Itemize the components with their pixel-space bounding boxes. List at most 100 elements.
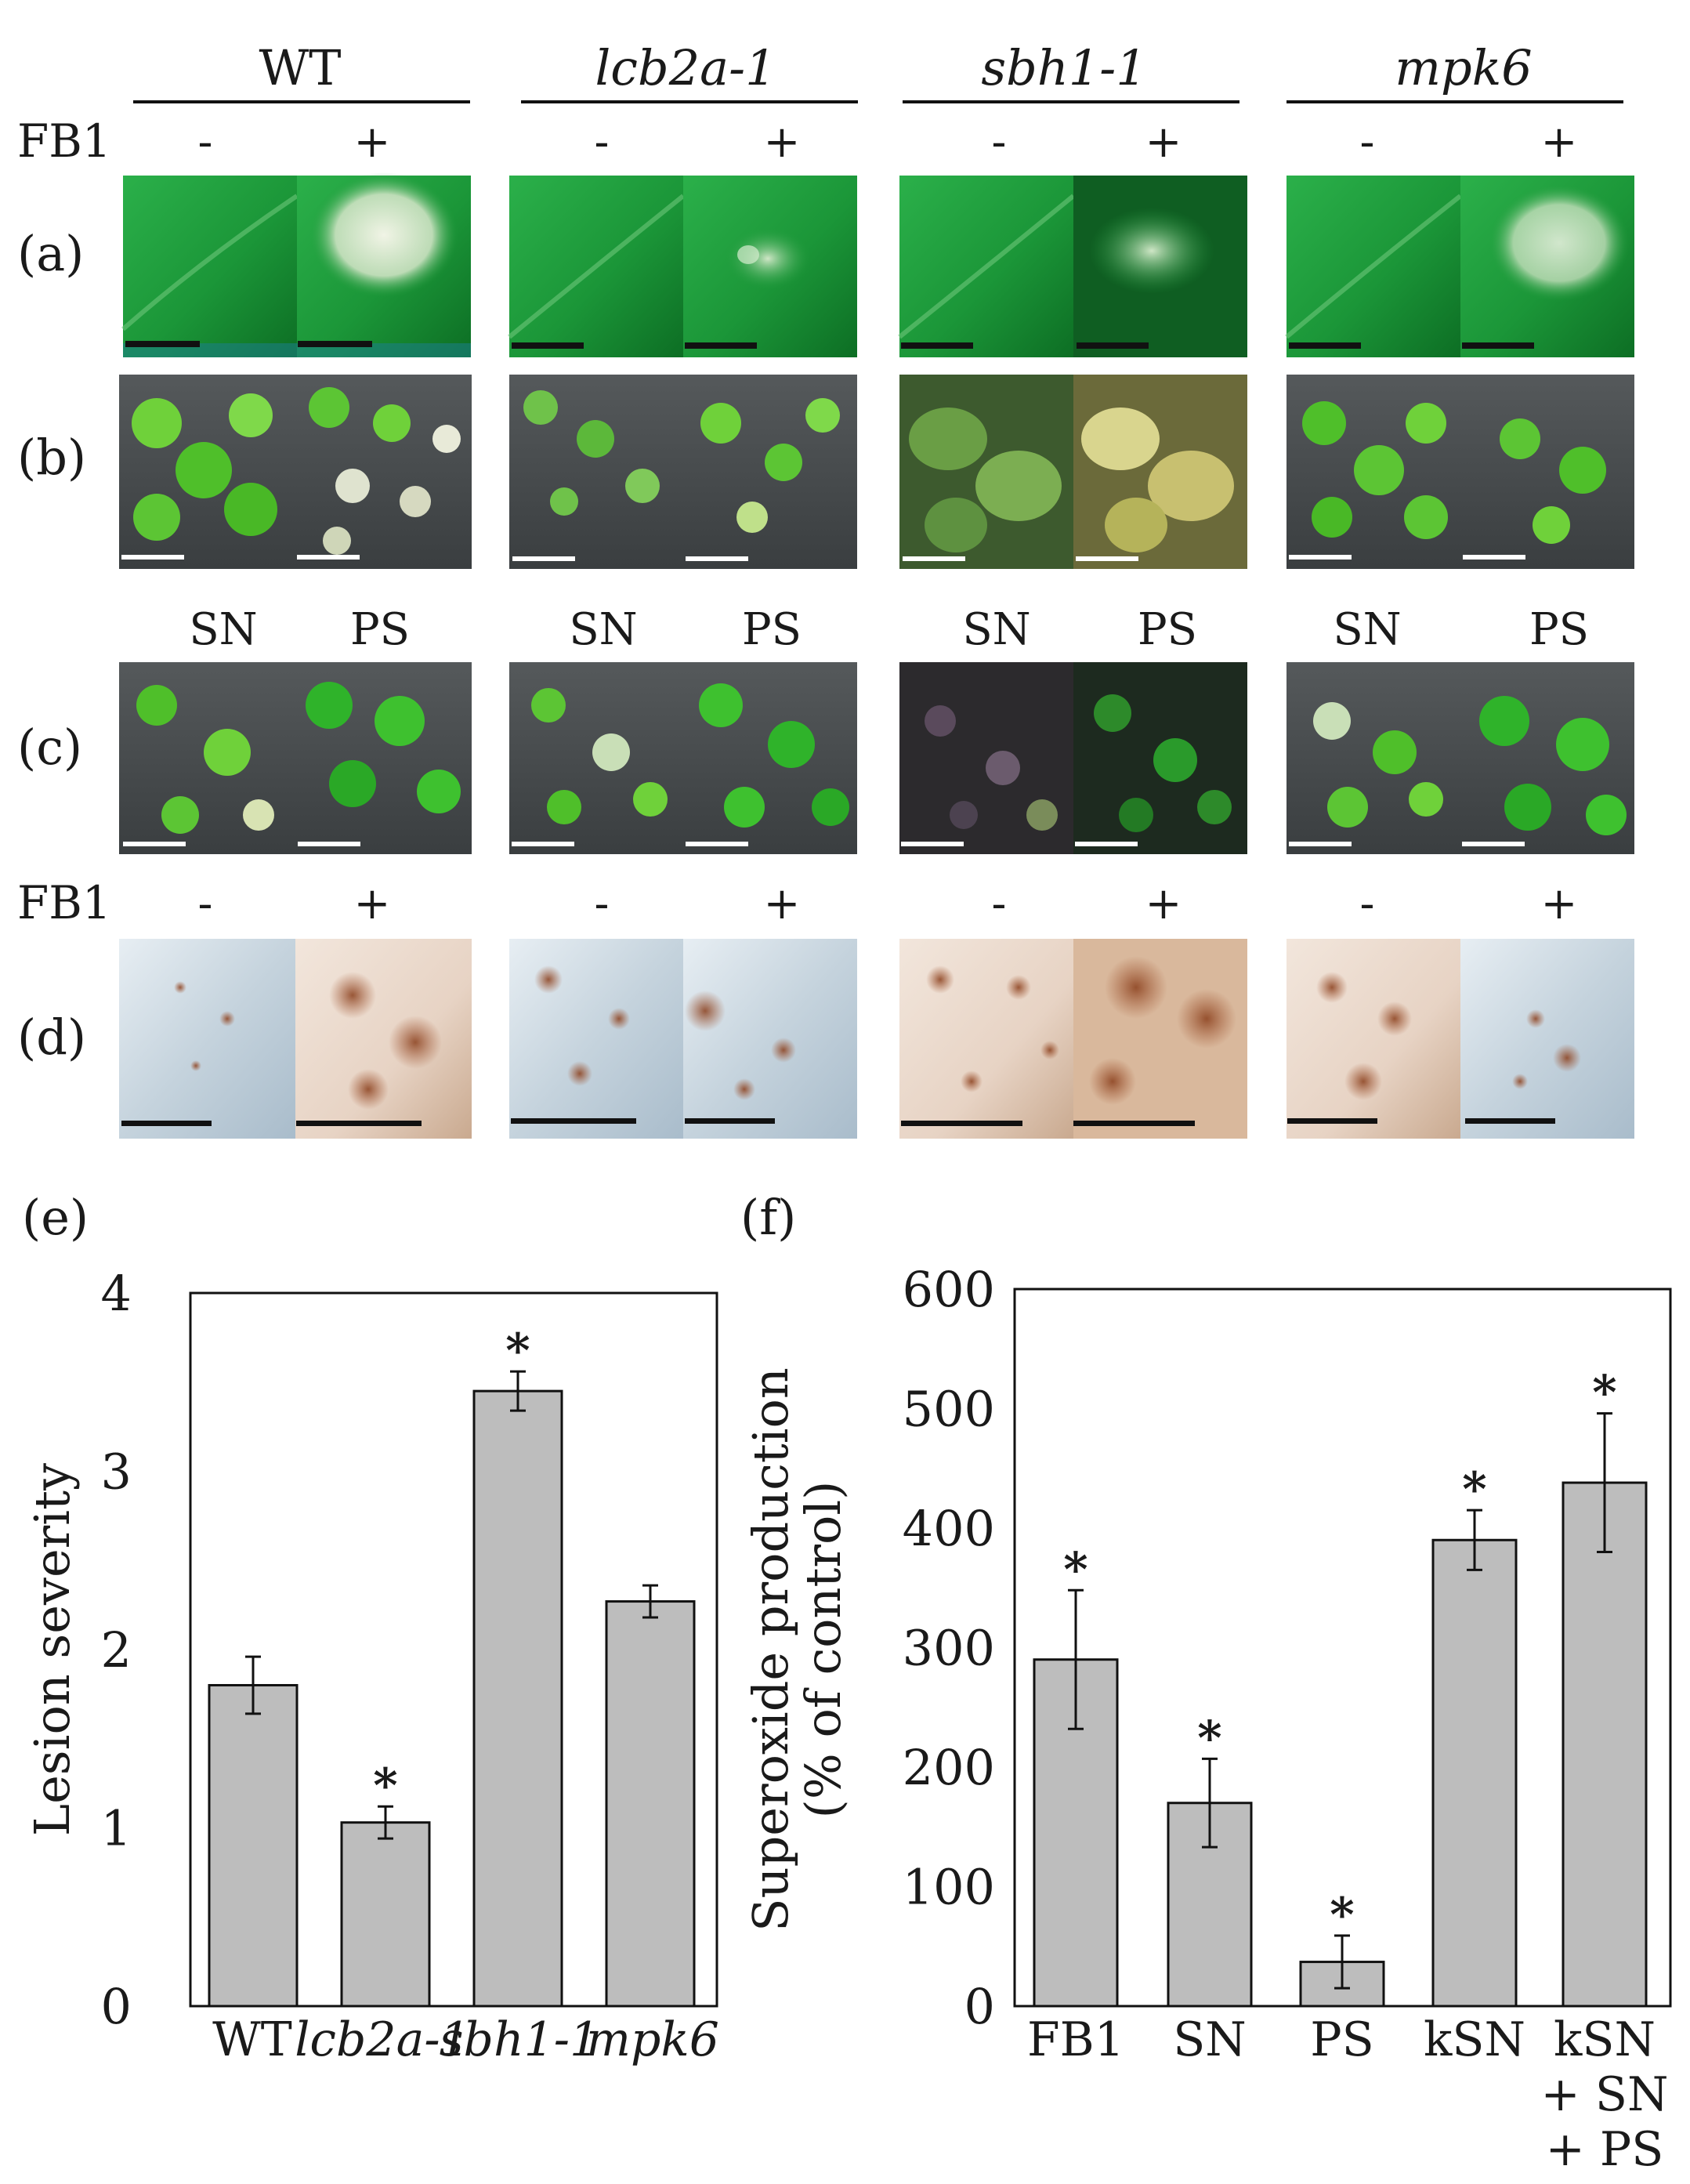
e-y-tick-label: 4 bbox=[101, 1265, 132, 1322]
chart-e-bars: ** bbox=[208, 1324, 696, 2008]
photo-b-mpk6-minus bbox=[1286, 375, 1460, 569]
e-x-tick-label: sbh1-1 bbox=[440, 2012, 599, 2067]
fb1-minus-mpk6: - bbox=[1360, 117, 1375, 168]
f-significance-marker: * bbox=[1197, 1711, 1221, 1766]
f-y-tick-label: 300 bbox=[903, 1620, 995, 1677]
scale-bar bbox=[296, 1121, 422, 1126]
e-significance-marker: * bbox=[505, 1324, 530, 1378]
f-significance-marker: * bbox=[1592, 1366, 1616, 1421]
scale-bar bbox=[512, 556, 575, 561]
photo-d-mpk6-plus bbox=[1460, 939, 1634, 1139]
scale-bar bbox=[123, 842, 186, 846]
scale-bar bbox=[1077, 342, 1149, 349]
photo-c-lcb2a-1-sn bbox=[509, 662, 683, 854]
photo-a-mpk6-plus bbox=[1460, 176, 1634, 357]
panel-label-f: (f) bbox=[740, 1189, 796, 1246]
f-significance-marker: * bbox=[1330, 1888, 1354, 1943]
f-y-tick-label: 600 bbox=[903, 1261, 995, 1318]
photo-b-lcb2a-1-minus bbox=[509, 375, 683, 569]
photo-b-lcb2a-1-plus bbox=[683, 375, 857, 569]
e-x-tick-label: WT bbox=[212, 2012, 292, 2067]
scale-bar bbox=[121, 555, 184, 560]
scale-bar bbox=[1462, 342, 1534, 349]
scale-bar bbox=[685, 342, 757, 349]
scale-bar bbox=[1289, 555, 1352, 560]
photo-a-wt-minus bbox=[121, 176, 299, 357]
f-y-tick-label: 400 bbox=[903, 1500, 995, 1557]
photo-d-lcb2a-1-minus bbox=[509, 939, 683, 1139]
fb1-plus-wt-d: + bbox=[354, 878, 391, 929]
f-y-tick-label: 100 bbox=[903, 1859, 995, 1916]
chart-f: (f) 0 100 200 300 400 500 600 Superoxide produ… bbox=[740, 1189, 1672, 2177]
scale-bar bbox=[1075, 842, 1138, 846]
f-y-tick-label: 0 bbox=[964, 1978, 995, 2035]
fb1-minus-lcb2a-1: - bbox=[595, 117, 610, 168]
f-y-tick-label: 200 bbox=[903, 1739, 995, 1796]
scale-bar bbox=[1073, 1121, 1195, 1126]
e-y-tick-label: 1 bbox=[101, 1800, 132, 1857]
chart-e-y-tick-labels: 0 1 2 3 4 bbox=[101, 1265, 132, 2035]
scale-bar bbox=[298, 341, 372, 347]
photo-a-sbh1-1-plus bbox=[1073, 176, 1247, 357]
genotype-label-lcb2a-1: lcb2a-1 bbox=[595, 39, 776, 96]
f-x-tick-label: kSN bbox=[1554, 2012, 1656, 2067]
scale-bar bbox=[901, 342, 973, 349]
f-x-tick-label: FB1 bbox=[1027, 2012, 1124, 2067]
photo-c-wt-sn bbox=[119, 662, 295, 854]
sn-label-lcb2a-1: SN bbox=[569, 604, 637, 655]
scale-bar bbox=[297, 555, 360, 560]
sn-label-wt: SN bbox=[189, 604, 257, 655]
scale-bar bbox=[903, 556, 965, 561]
scale-bar bbox=[298, 842, 360, 846]
chart-e-plot-frame bbox=[189, 1291, 718, 2008]
e-y-tick-label: 0 bbox=[101, 1978, 132, 2035]
e-bar bbox=[340, 1821, 431, 2008]
e-y-tick-label: 3 bbox=[101, 1443, 132, 1501]
scale-bar bbox=[1289, 342, 1361, 349]
f-bar bbox=[1431, 1538, 1518, 2008]
fb1-row-label-d: FB1 bbox=[17, 876, 111, 929]
panel-label-e: (e) bbox=[22, 1189, 89, 1246]
photo-b-wt-plus bbox=[295, 375, 472, 569]
fb1-plus-sbh1-1: + bbox=[1145, 117, 1182, 168]
f-x-tick-label: PS bbox=[1310, 2012, 1373, 2067]
fb1-minus-lcb2a-1-d: - bbox=[595, 878, 610, 929]
scale-bar bbox=[125, 341, 200, 347]
fb1-plus-wt: + bbox=[354, 117, 391, 168]
photo-c-sbh1-1-sn bbox=[899, 662, 1073, 854]
header: WT lcb2a-1 sbh1-1 mpk6 FB1 - + - + - + -… bbox=[17, 39, 1623, 168]
chart-f-y-axis-label: Superoxide production bbox=[742, 1367, 799, 1932]
chart-f-y-tick-labels: 0 100 200 300 400 500 600 bbox=[903, 1261, 995, 2035]
photo-d-sbh1-1-minus bbox=[899, 939, 1073, 1139]
panel-label-d: (d) bbox=[17, 1009, 86, 1066]
fb1-plus-sbh1-1-d: + bbox=[1145, 878, 1182, 929]
scale-bar bbox=[685, 1118, 775, 1124]
scale-bar bbox=[901, 842, 964, 846]
chart-e-y-axis-label: Lesion severity bbox=[24, 1463, 81, 1836]
scale-bar bbox=[686, 842, 748, 846]
fb1-minus-mpk6-d: - bbox=[1360, 878, 1375, 929]
scale-bar bbox=[1076, 556, 1138, 561]
scale-bar bbox=[686, 556, 748, 561]
scale-bar bbox=[1465, 1118, 1555, 1124]
photo-d-sbh1-1-plus bbox=[1073, 939, 1247, 1139]
photo-b-mpk6-plus bbox=[1460, 375, 1634, 569]
photo-d-wt-plus bbox=[295, 939, 472, 1139]
genotype-label-mpk6: mpk6 bbox=[1395, 39, 1533, 96]
e-significance-marker: * bbox=[373, 1758, 397, 1813]
e-bar bbox=[208, 1684, 299, 2008]
fb1-minus-wt: - bbox=[198, 117, 213, 168]
f-significance-marker: * bbox=[1063, 1542, 1087, 1597]
ps-label-sbh1-1: PS bbox=[1138, 604, 1197, 655]
panel-label-c: (c) bbox=[17, 719, 82, 776]
scale-bar bbox=[901, 1121, 1022, 1126]
e-x-tick-label: mpk6 bbox=[586, 2012, 719, 2067]
f-x-tick-label: + SN bbox=[1541, 2067, 1669, 2122]
photo-c-sbh1-1-ps bbox=[1073, 662, 1247, 854]
genotype-label-wt: WT bbox=[259, 39, 341, 96]
panel-label-a: (a) bbox=[17, 225, 84, 282]
genotype-label-sbh1-1: sbh1-1 bbox=[981, 39, 1146, 96]
